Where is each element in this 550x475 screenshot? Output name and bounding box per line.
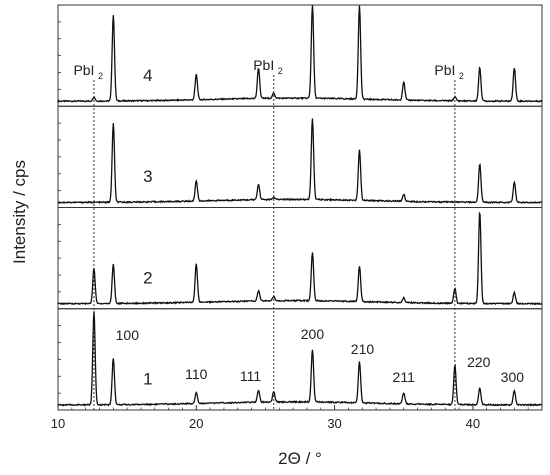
pbi2-label: PbI [253,57,274,73]
series-number-label: 3 [143,167,152,186]
panel-frames [57,4,543,411]
peak-label: 110 [185,366,208,382]
series-trace-2 [57,211,543,306]
peak-label: 200 [301,326,325,342]
reference-lines [93,75,456,410]
x-tick-label: 40 [466,416,480,431]
panel-frame-2 [57,207,543,310]
pbi2-subscript: 2 [459,71,464,81]
panel-number-labels: 4 3 2 1 [143,66,152,389]
series-trace-1 [57,311,543,407]
peak-label: 211 [393,369,416,385]
series-trace-3 [57,118,543,205]
series-number-label: 2 [143,268,152,287]
panel-frame-3 [57,105,543,208]
panel-frame-4 [57,4,543,107]
peak-label: 210 [351,341,375,357]
x-axis-ticks: 10 20 30 40 [51,405,543,431]
pbi2-label: PbI [73,62,94,78]
x-axis-label: 2Θ / ° [278,449,322,468]
peak-label: 100 [116,327,140,343]
series-number-label: 4 [143,66,152,85]
x-tick-label: 10 [51,416,65,431]
series-traces [57,5,543,407]
pbi2-labels: PbI 2 PbI 2 PbI 2 [73,57,463,81]
pbi2-label: PbI [434,62,455,78]
x-tick-label: 20 [189,416,203,431]
peak-label: 300 [501,369,525,385]
peak-labels: 100 110 111 200 210 211 220 300 [116,326,525,385]
y-axis-label: Intensity / cps [10,160,29,264]
peak-label: 111 [240,368,261,384]
series-number-label: 1 [143,370,152,389]
peak-label: 220 [467,354,491,370]
x-tick-label: 30 [327,416,341,431]
pbi2-subscript: 2 [98,71,103,81]
series-trace-4 [57,5,543,103]
pbi2-subscript: 2 [278,66,283,76]
